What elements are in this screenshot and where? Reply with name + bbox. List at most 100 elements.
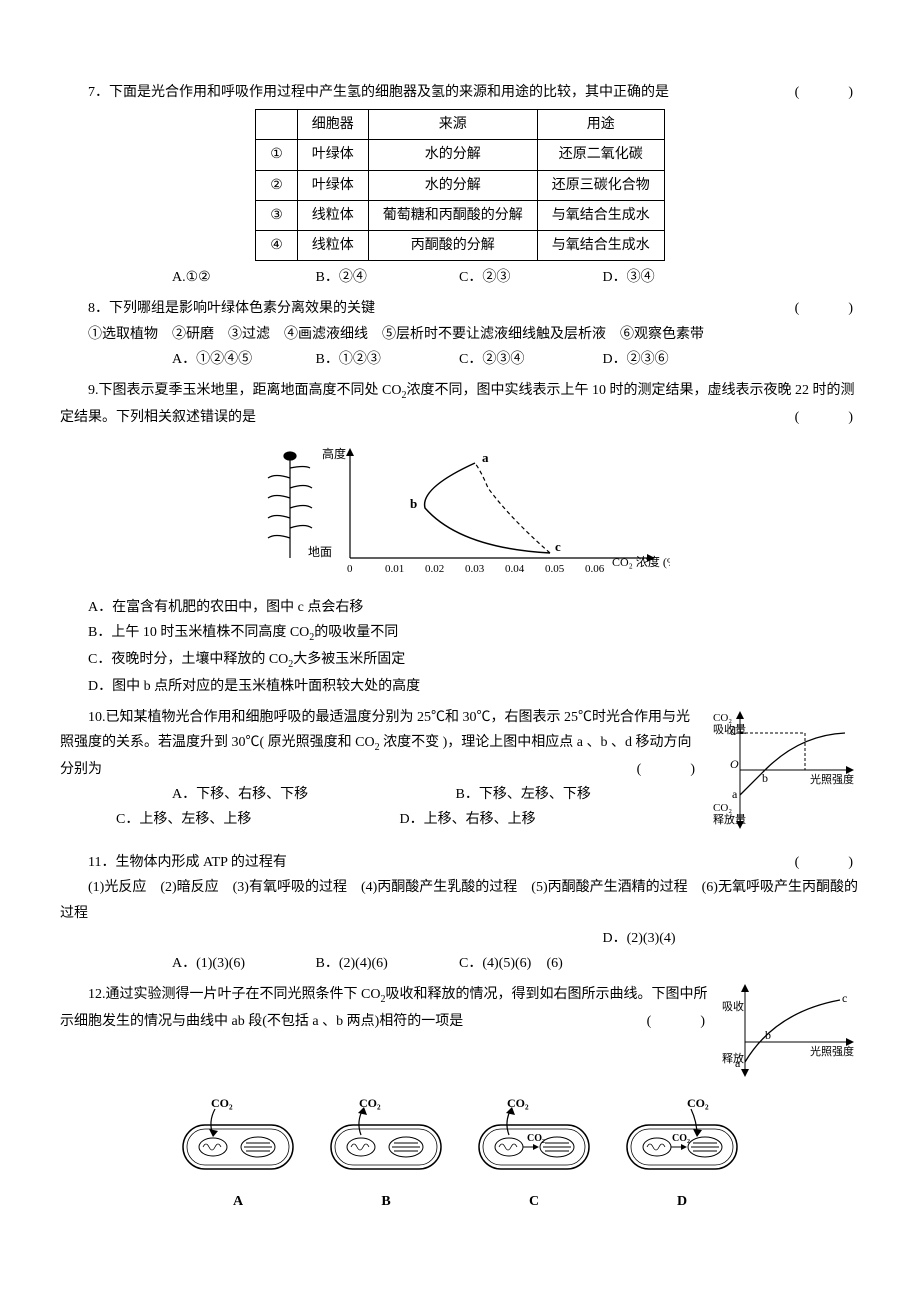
th-source: 来源 [368, 110, 537, 140]
optB-b: 的吸收量不同 [314, 625, 398, 640]
opt-b: B．下移、左移、下移 [400, 782, 680, 807]
cell-fig-d: CO₂ CO₂ D [617, 1097, 747, 1213]
svg-text:0.05: 0.05 [545, 563, 565, 575]
q8-stem: 8．下列哪组是影响叶绿体色素分离效果的关键 [88, 301, 375, 316]
svg-text:0.01: 0.01 [385, 563, 404, 575]
svg-text:释放量: 释放量 [713, 812, 746, 826]
q9-stem-a: 9.下图表示夏季玉米地里，距离地面高度不同处 CO [88, 383, 401, 398]
x-axis-label: CO₂ 浓度 (%) [612, 554, 670, 569]
cell: 与氧结合生成水 [537, 230, 664, 260]
cell: 丙酮酸的分解 [368, 230, 537, 260]
optC-b: 大多被玉米所固定 [293, 652, 405, 667]
question-12: 吸收 释放 光照强度 a b c 12.通过实验测得一片叶子在不同光照条件下 C… [60, 982, 860, 1214]
pt-a: a [482, 450, 489, 465]
opt-d: D．②③⑥ [547, 347, 687, 372]
pt-c: c [842, 991, 847, 1005]
q12-paren: ( ) [619, 1009, 712, 1034]
optC-a: C．夜晚时分，土壤中释放的 CO [88, 652, 288, 667]
q11-items: (1)光反应 (2)暗反应 (3)有氧呼吸的过程 (4)丙酮酸产生乳酸的过程 (… [60, 875, 860, 925]
svg-text:0.06: 0.06 [585, 563, 605, 575]
q9-figure: 高度 地面 0 0.01 0.02 0.03 0.04 0.05 0.06 CO… [60, 438, 860, 587]
opt-c: C．②③ [403, 265, 543, 290]
q9-opt-b: B．上午 10 时玉米植株不同高度 CO2的吸收量不同 [60, 620, 860, 647]
q7-table: 细胞器 来源 用途 ① 叶绿体 水的分解 还原二氧化碳 ② 叶绿体 水的分解 还… [255, 109, 665, 261]
opt-d: D．上移、右移、上移 [344, 807, 624, 832]
q8-paren: ( ) [767, 296, 860, 321]
cap-a: A [173, 1189, 303, 1214]
opt-a: A．(1)(3)(6) [116, 951, 256, 976]
cell: 还原二氧化碳 [537, 140, 664, 170]
table-row: ① 叶绿体 水的分解 还原二氧化碳 [256, 140, 665, 170]
th-use: 用途 [537, 110, 664, 140]
th-organelle: 细胞器 [297, 110, 368, 140]
q9-opt-a: A．在富含有机肥的农田中，图中 c 点会右移 [60, 595, 860, 620]
cell: ① [256, 140, 298, 170]
svg-text:光照强度: 光照强度 [810, 772, 854, 786]
opt-d: D．(2)(3)(4)(6) [547, 926, 687, 976]
cap-b: B [321, 1189, 451, 1214]
svg-text:CO₂: CO₂ [672, 1133, 690, 1144]
question-9: 9.下图表示夏季玉米地里，距离地面高度不同处 CO2浓度不同，图中实线表示上午 … [60, 378, 860, 699]
cell-fig-a: CO₂ A [173, 1097, 303, 1213]
svg-text:CO₂: CO₂ [507, 1097, 529, 1110]
q12-figure: 吸收 释放 光照强度 a b c [720, 982, 860, 1091]
question-11: 11．生物体内形成 ATP 的过程有 ( ) (1)光反应 (2)暗反应 (3)… [60, 850, 860, 976]
q10-figure: CO₂ 吸收量 CO₂ 释放量 光照强度 a b d O [710, 705, 860, 844]
opt-b: B．①②③ [260, 347, 400, 372]
q8-options: A．①②④⑤ B．①②③ C．②③④ D．②③⑥ [60, 347, 860, 372]
svg-text:光照强度: 光照强度 [810, 1044, 854, 1058]
opt-c: C．②③④ [403, 347, 543, 372]
pt-c: c [555, 539, 561, 554]
opt-c: C．(4)(5)(6) [403, 951, 543, 976]
pt-b: b [765, 1028, 771, 1042]
th-blank [256, 110, 298, 140]
svg-text:吸收: 吸收 [722, 999, 744, 1013]
question-7: 7．下面是光合作用和呼吸作用过程中产生氢的细胞器及氢的来源和用途的比较，其中正确… [60, 80, 860, 290]
opt-c: C．上移、左移、上移 [60, 807, 340, 832]
pt-b: b [410, 496, 417, 511]
pt-O: O [730, 757, 739, 771]
q8-items: ①选取植物 ②研磨 ③过滤 ④画滤液细线 ⑤层析时不要让滤液细线触及层析液 ⑥观… [60, 322, 860, 347]
cell-fig-b: CO₂ B [321, 1097, 451, 1213]
q9-text: 9.下图表示夏季玉米地里，距离地面高度不同处 CO2浓度不同，图中实线表示上午 … [60, 378, 860, 430]
svg-text:CO₂: CO₂ [211, 1097, 233, 1110]
pt-b: b [762, 771, 768, 785]
question-8: 8．下列哪组是影响叶绿体色素分离效果的关键 ( ) ①选取植物 ②研磨 ③过滤 … [60, 296, 860, 372]
opt-a: A.①② [116, 265, 256, 290]
question-10: CO₂ 吸收量 CO₂ 释放量 光照强度 a b d O 10.已知某植物光合作… [60, 705, 860, 844]
cell: 叶绿体 [297, 170, 368, 200]
cell: ④ [256, 230, 298, 260]
opt-a: A．下移、右移、下移 [116, 782, 396, 807]
q9-opt-c: C．夜晚时分，土壤中释放的 CO2大多被玉米所固定 [60, 647, 860, 674]
opt-b: B．(2)(4)(6) [260, 951, 400, 976]
svg-text:CO₂: CO₂ [687, 1097, 709, 1110]
table-row: ④ 线粒体 丙酮酸的分解 与氧结合生成水 [256, 230, 665, 260]
cap-c: C [469, 1189, 599, 1214]
cell: 还原三碳化合物 [537, 170, 664, 200]
pt-d: d [730, 724, 736, 738]
opt-b: B．②④ [260, 265, 400, 290]
q9-opt-d: D．图中 b 点所对应的是玉米植株叶面积较大处的高度 [60, 674, 860, 699]
q7-stem: 7．下面是光合作用和呼吸作用过程中产生氢的细胞器及氢的来源和用途的比较，其中正确… [88, 85, 669, 100]
ground-label: 地面 [308, 545, 332, 559]
optB-a: B．上午 10 时玉米植株不同高度 CO [88, 625, 309, 640]
svg-text:CO₂: CO₂ [713, 712, 732, 724]
q7-text: 7．下面是光合作用和呼吸作用过程中产生氢的细胞器及氢的来源和用途的比较，其中正确… [60, 80, 860, 105]
q10-paren: ( ) [609, 757, 702, 782]
q11-stem: 11．生物体内形成 ATP 的过程有 [88, 855, 287, 870]
pt-a: a [735, 1056, 741, 1070]
opt-d: D．③④ [547, 265, 687, 290]
q7-paren: ( ) [767, 80, 860, 105]
cell: 线粒体 [297, 200, 368, 230]
cell: 与氧结合生成水 [537, 200, 664, 230]
q11-options: A．(1)(3)(6) B．(2)(4)(6) C．(4)(5)(6) D．(2… [60, 926, 860, 976]
svg-text:0: 0 [347, 563, 353, 575]
q7-options: A.①② B．②④ C．②③ D．③④ [60, 265, 860, 290]
q8-text: 8．下列哪组是影响叶绿体色素分离效果的关键 ( ) [60, 296, 860, 321]
cell-fig-c: CO₂ CO₂ C [469, 1097, 599, 1213]
cell: 水的分解 [368, 140, 537, 170]
svg-text:释放: 释放 [722, 1051, 744, 1065]
y-axis-label: 高度 [322, 446, 346, 461]
q11-paren: ( ) [767, 850, 860, 875]
cap-d: D [617, 1189, 747, 1214]
